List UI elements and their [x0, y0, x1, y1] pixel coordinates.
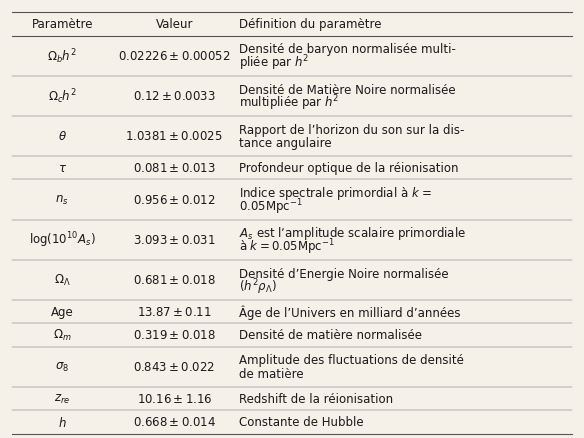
Text: $A_s$ est l’amplitude scalaire primordiale: $A_s$ est l’amplitude scalaire primordia… — [239, 225, 466, 242]
Text: $0.05\mathrm{Mpc}^{-1}$: $0.05\mathrm{Mpc}^{-1}$ — [239, 197, 303, 216]
Text: $\log(10^{10}A_s)$: $\log(10^{10}A_s)$ — [29, 230, 95, 250]
Text: $z_{re}$: $z_{re}$ — [54, 392, 70, 405]
Text: $\tau$: $\tau$ — [58, 162, 67, 175]
Text: $\Omega_c h^2$: $\Omega_c h^2$ — [48, 87, 77, 106]
Text: $(h^2\rho_\Lambda)$: $(h^2\rho_\Lambda)$ — [239, 277, 276, 297]
Text: Densité de Matière Noire normalisée: Densité de Matière Noire normalisée — [239, 83, 456, 96]
Text: de matière: de matière — [239, 367, 304, 380]
Text: $0.956 \pm 0.012$: $0.956 \pm 0.012$ — [133, 194, 215, 206]
Text: Densité de matière normalisée: Densité de matière normalisée — [239, 328, 422, 342]
Text: Densité d’Energie Noire normalisée: Densité d’Energie Noire normalisée — [239, 267, 449, 280]
Text: Densité de baryon normalisée multi-: Densité de baryon normalisée multi- — [239, 43, 456, 56]
Text: Rapport de l’horizon du son sur la dis-: Rapport de l’horizon du son sur la dis- — [239, 124, 464, 136]
Text: $10.16 \pm 1.16$: $10.16 \pm 1.16$ — [137, 392, 212, 405]
Text: $0.668 \pm 0.014$: $0.668 \pm 0.014$ — [133, 416, 216, 428]
Text: Âge de l’Univers en milliard d’années: Âge de l’Univers en milliard d’années — [239, 304, 460, 319]
Text: $\sigma_8$: $\sigma_8$ — [55, 360, 69, 374]
Text: Constante de Hubble: Constante de Hubble — [239, 416, 363, 428]
Text: $\Omega_\Lambda$: $\Omega_\Lambda$ — [54, 272, 71, 288]
Text: $13.87 \pm 0.11$: $13.87 \pm 0.11$ — [137, 305, 211, 318]
Text: $0.081 \pm 0.013$: $0.081 \pm 0.013$ — [133, 162, 215, 175]
Text: Valeur: Valeur — [155, 18, 193, 31]
Text: $\Omega_m$: $\Omega_m$ — [53, 328, 71, 343]
Text: $1.0381 \pm 0.0025$: $1.0381 \pm 0.0025$ — [126, 130, 223, 143]
Text: $\Omega_b h^2$: $\Omega_b h^2$ — [47, 47, 77, 66]
Text: tance angulaire: tance angulaire — [239, 137, 332, 150]
Text: $0.02226 \pm 0.00052$: $0.02226 \pm 0.00052$ — [118, 50, 231, 63]
Text: $0.319 \pm 0.018$: $0.319 \pm 0.018$ — [133, 328, 215, 342]
Text: $0.681 \pm 0.018$: $0.681 \pm 0.018$ — [133, 274, 215, 286]
Text: pliée par $h^2$: pliée par $h^2$ — [239, 53, 309, 73]
Text: Indice spectrale primordial à $k$ =: Indice spectrale primordial à $k$ = — [239, 185, 432, 202]
Text: $\theta$: $\theta$ — [58, 130, 67, 143]
Text: Paramètre: Paramètre — [32, 18, 93, 31]
Text: multipliée par $h^2$: multipliée par $h^2$ — [239, 94, 339, 113]
Text: $3.093 \pm 0.031$: $3.093 \pm 0.031$ — [133, 233, 215, 247]
Text: à $k = 0.05\mathrm{Mpc}^{-1}$: à $k = 0.05\mathrm{Mpc}^{-1}$ — [239, 237, 335, 257]
Text: $0.843 \pm 0.022$: $0.843 \pm 0.022$ — [133, 360, 215, 373]
Text: $0.12 \pm 0.0033$: $0.12 \pm 0.0033$ — [133, 90, 215, 103]
Text: Redshift de la réionisation: Redshift de la réionisation — [239, 392, 393, 405]
Text: Profondeur optique de la réionisation: Profondeur optique de la réionisation — [239, 162, 458, 175]
Text: $n_s$: $n_s$ — [55, 194, 69, 207]
Text: $h$: $h$ — [58, 415, 67, 429]
Text: Amplitude des fluctuations de densité: Amplitude des fluctuations de densité — [239, 353, 464, 367]
Text: Définition du paramètre: Définition du paramètre — [239, 18, 381, 31]
Text: Age: Age — [51, 305, 74, 318]
